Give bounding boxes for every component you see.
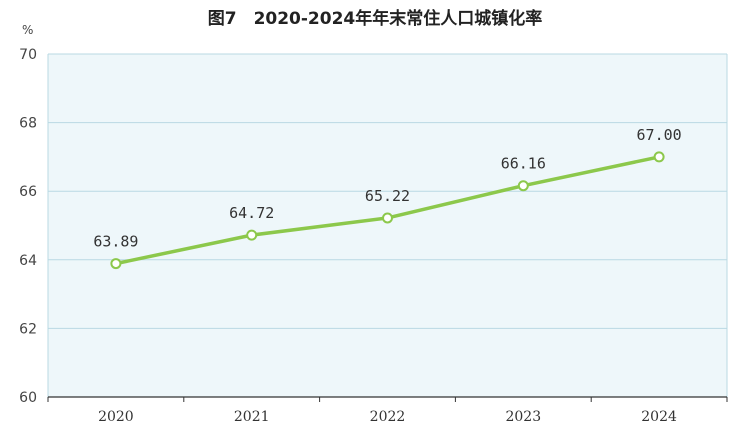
data-label-2022: 65.22: [365, 187, 410, 205]
x-axis-ticks: 2020 2021 2022 2023 2024: [47, 397, 728, 425]
data-point-2022: [382, 212, 393, 224]
data-point-2021: [246, 229, 258, 241]
data-labels: 63.89 64.72 65.22 66.16 67.00: [93, 126, 681, 251]
data-label-2023: 66.16: [501, 155, 546, 173]
y-tick-label-64: 64: [19, 253, 37, 269]
series: [110, 151, 665, 270]
data-label-2020: 63.89: [93, 233, 138, 251]
y-tick-label-70: 70: [19, 47, 37, 63]
x-tick-label-2024: 2024: [641, 409, 677, 425]
data-label-2021: 64.72: [229, 204, 274, 222]
y-axis-unit: %: [22, 23, 33, 37]
y-tick-label-62: 62: [19, 321, 37, 337]
x-tick-label-2020: 2020: [98, 409, 134, 425]
y-tick-label-68: 68: [19, 116, 37, 132]
y-tick-label-60: 60: [19, 390, 37, 406]
data-point-2020: [110, 258, 122, 270]
x-tick-label-2021: 2021: [234, 409, 270, 425]
y-axis-ticks: 60 62 64 66 68 70: [19, 47, 37, 406]
data-label-2024: 67.00: [637, 126, 682, 144]
data-point-2024: [653, 151, 665, 163]
chart-title: 图7 2020-2024年年末常住人口城镇化率: [208, 8, 543, 29]
data-point-2023: [517, 180, 529, 192]
y-tick-label-66: 66: [19, 184, 37, 200]
x-tick-label-2022: 2022: [370, 409, 406, 425]
plot-area: [48, 54, 727, 397]
axes: [47, 53, 728, 398]
x-tick-label-2023: 2023: [505, 409, 541, 425]
